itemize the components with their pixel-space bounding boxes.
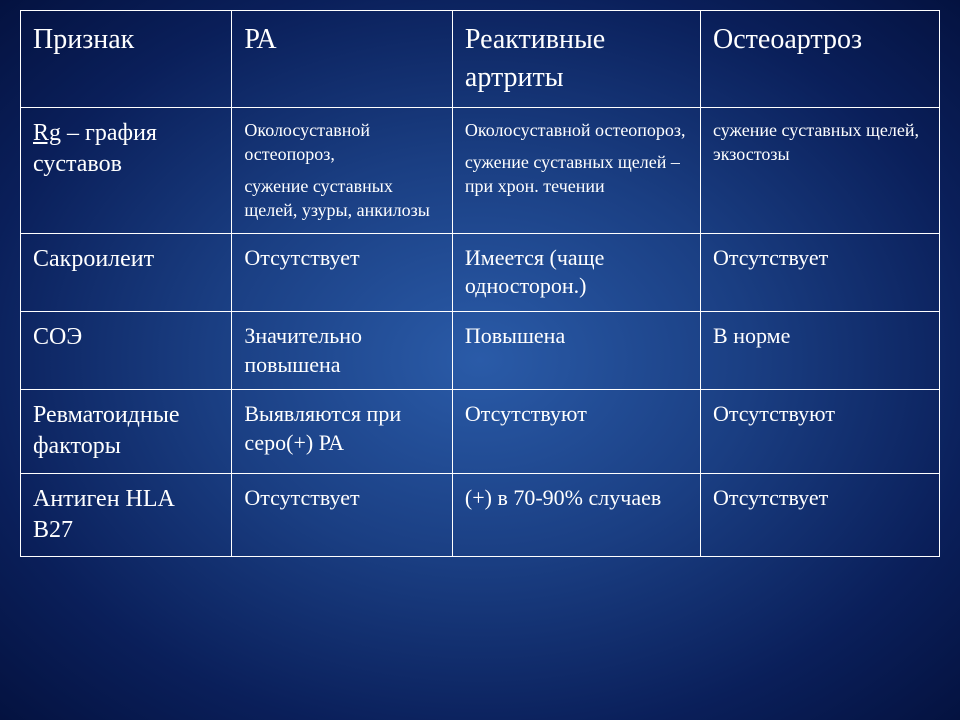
col-header-sign: Признак [21, 11, 232, 108]
ra-line1: Околосуставной остеопороз, [244, 118, 440, 167]
cell-ra: Выявляются при серо(+) РА [232, 390, 453, 473]
cell-react: Отсутствуют [452, 390, 700, 473]
col-header-ra: РА [232, 11, 453, 108]
col-header-osteo: Остеоартроз [701, 11, 940, 108]
cell-osteo: Отсутствует [701, 233, 940, 311]
col-header-reactive: Реактивные артриты [452, 11, 700, 108]
table-row: Ревматоидные факторы Выявляются при серо… [21, 390, 940, 473]
cell-ra: Отсутствует [232, 473, 453, 556]
cell-react: Имеется (чаще односторон.) [452, 233, 700, 311]
cell-osteo: В норме [701, 311, 940, 389]
cell-ra: Околосуставной остеопороз, сужение суста… [232, 107, 453, 233]
table-row: СОЭ Значительно повышена Повышена В норм… [21, 311, 940, 389]
cell-ra: Отсутствует [232, 233, 453, 311]
cell-osteo: Отсутствуют [701, 390, 940, 473]
cell-sign: Антиген HLA B27 [21, 473, 232, 556]
cell-react: (+) в 70-90% случаев [452, 473, 700, 556]
cell-sign: Rg – графия суставов [21, 107, 232, 233]
cell-react: Повышена [452, 311, 700, 389]
cell-osteo: сужение суставных щелей, экзостозы [701, 107, 940, 233]
cell-ra: Значительно повышена [232, 311, 453, 389]
cell-sign: Сакроилеит [21, 233, 232, 311]
ra-line2: сужение суставных щелей, узуры, анкилозы [244, 174, 440, 223]
rg-underline: Rg [33, 120, 61, 146]
table-row: Антиген HLA B27 Отсутствует (+) в 70-90%… [21, 473, 940, 556]
table-row: Rg – графия суставов Околосуставной осте… [21, 107, 940, 233]
react-line1: Околосуставной остеопороз, [465, 118, 688, 142]
table-header-row: Признак РА Реактивные артриты Остеоартро… [21, 11, 940, 108]
comparison-table: Признак РА Реактивные артриты Остеоартро… [20, 10, 940, 557]
react-line2: сужение суставных щелей – при хрон. тече… [465, 150, 688, 199]
spacer [465, 142, 688, 150]
cell-react: Околосуставной остеопороз, сужение суста… [452, 107, 700, 233]
cell-sign: СОЭ [21, 311, 232, 389]
spacer [244, 166, 440, 174]
cell-osteo: Отсутствует [701, 473, 940, 556]
table-row: Сакроилеит Отсутствует Имеется (чаще одн… [21, 233, 940, 311]
cell-sign: Ревматоидные факторы [21, 390, 232, 473]
